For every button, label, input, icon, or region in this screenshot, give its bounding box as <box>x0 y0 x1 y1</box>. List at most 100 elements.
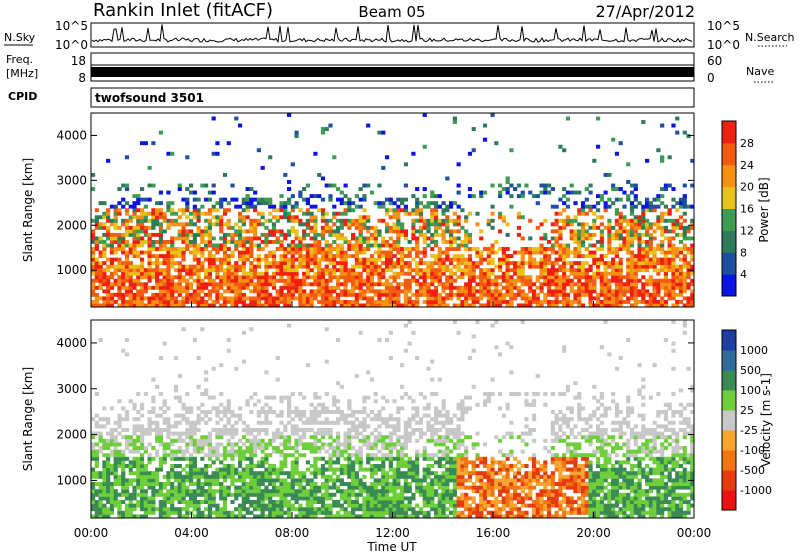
power-cell <box>343 254 348 259</box>
power-cell <box>128 264 133 269</box>
power-cell <box>498 296 503 301</box>
power-cell <box>286 113 292 117</box>
velocity-cell <box>158 392 164 396</box>
power-cell <box>249 268 254 273</box>
power-cell <box>415 211 420 216</box>
power-cell <box>219 278 224 283</box>
power-cell <box>351 236 356 241</box>
velocity-cell <box>109 435 115 440</box>
velocity-cell <box>305 428 310 432</box>
power-cell <box>136 243 141 248</box>
power-cell <box>241 250 246 255</box>
power-cell <box>592 243 597 248</box>
power-cell <box>128 282 133 287</box>
power-cell <box>648 232 653 237</box>
power-cell <box>433 268 439 273</box>
power-cell <box>339 218 344 223</box>
power-cell <box>185 239 190 244</box>
velocity-cell <box>249 410 254 414</box>
power-cell <box>660 285 665 290</box>
power-cell <box>584 211 589 216</box>
velocity-cell <box>253 438 258 443</box>
power-cell <box>667 296 672 301</box>
power-cell <box>464 247 469 251</box>
power-cell <box>490 211 495 216</box>
velocity-cell <box>211 500 216 504</box>
power-cell <box>324 243 329 248</box>
velocity-cell <box>185 507 190 512</box>
power-cell <box>437 303 442 307</box>
velocity-cell <box>200 446 205 450</box>
power-cell <box>486 278 491 283</box>
velocity-cell <box>102 496 107 501</box>
velocity-cell <box>313 492 318 497</box>
power-cell <box>422 218 427 223</box>
noise-right-tick-bottom: 10^0 <box>707 38 740 52</box>
power-cell <box>660 296 665 301</box>
power-cell <box>249 201 254 206</box>
velocity-cell <box>335 456 341 461</box>
power-cell <box>290 250 295 255</box>
power-cell <box>320 250 326 255</box>
power-cell <box>671 225 676 230</box>
power-cell <box>614 247 620 251</box>
velocity-cell <box>286 395 292 400</box>
velocity-cell <box>286 492 292 497</box>
velocity-cell <box>128 500 133 504</box>
power-cell <box>407 254 412 259</box>
power-cell <box>91 236 96 241</box>
velocity-cell <box>117 431 122 436</box>
velocity-cell <box>185 500 190 504</box>
power-cell <box>181 250 186 255</box>
power-cell <box>633 215 638 220</box>
power-cell <box>158 222 164 227</box>
cpid-label: CPID <box>8 90 37 103</box>
power-cell <box>663 303 669 307</box>
power-cell <box>618 222 623 227</box>
power-cell <box>181 278 186 283</box>
velocity-cell <box>121 474 126 479</box>
velocity-cell <box>158 406 164 411</box>
power-cell <box>381 130 386 135</box>
velocity-cell <box>132 503 137 508</box>
power-cell <box>422 278 427 283</box>
power-cell <box>626 296 631 301</box>
power-cell <box>501 254 506 259</box>
power-cell <box>686 134 691 139</box>
velocity-cell <box>91 482 96 486</box>
velocity-cell <box>173 420 179 425</box>
power-cell <box>626 243 631 248</box>
power-cell <box>237 243 243 248</box>
power-cell <box>467 271 473 276</box>
power-cell <box>320 208 326 213</box>
power-cell <box>302 236 307 241</box>
power-cell <box>121 292 126 297</box>
power-cell <box>671 261 676 266</box>
power-cell <box>162 299 167 304</box>
power-cell <box>124 222 130 227</box>
velocity-cell <box>347 456 352 461</box>
power-cell <box>464 218 469 223</box>
power-cell <box>335 296 341 301</box>
power-cell <box>339 299 344 304</box>
velocity-cell <box>117 500 122 504</box>
power-cell <box>256 296 261 301</box>
power-cell <box>614 271 620 276</box>
power-cell <box>324 285 329 290</box>
velocity-cell <box>268 492 273 497</box>
power-cell <box>573 296 578 301</box>
velocity-cell <box>151 478 156 483</box>
velocity-cell <box>136 456 141 461</box>
power-cell <box>162 257 167 262</box>
velocity-cell <box>173 464 179 468</box>
power-cell <box>396 296 401 301</box>
power-cell <box>580 204 586 209</box>
power-cell <box>588 285 593 290</box>
velocity-cell <box>283 510 288 515</box>
power-cell <box>132 215 137 220</box>
power-cell <box>128 243 133 248</box>
power-cell <box>320 289 326 294</box>
velocity-cell <box>132 485 137 490</box>
power-cell <box>543 299 548 304</box>
power-cell <box>445 239 450 244</box>
